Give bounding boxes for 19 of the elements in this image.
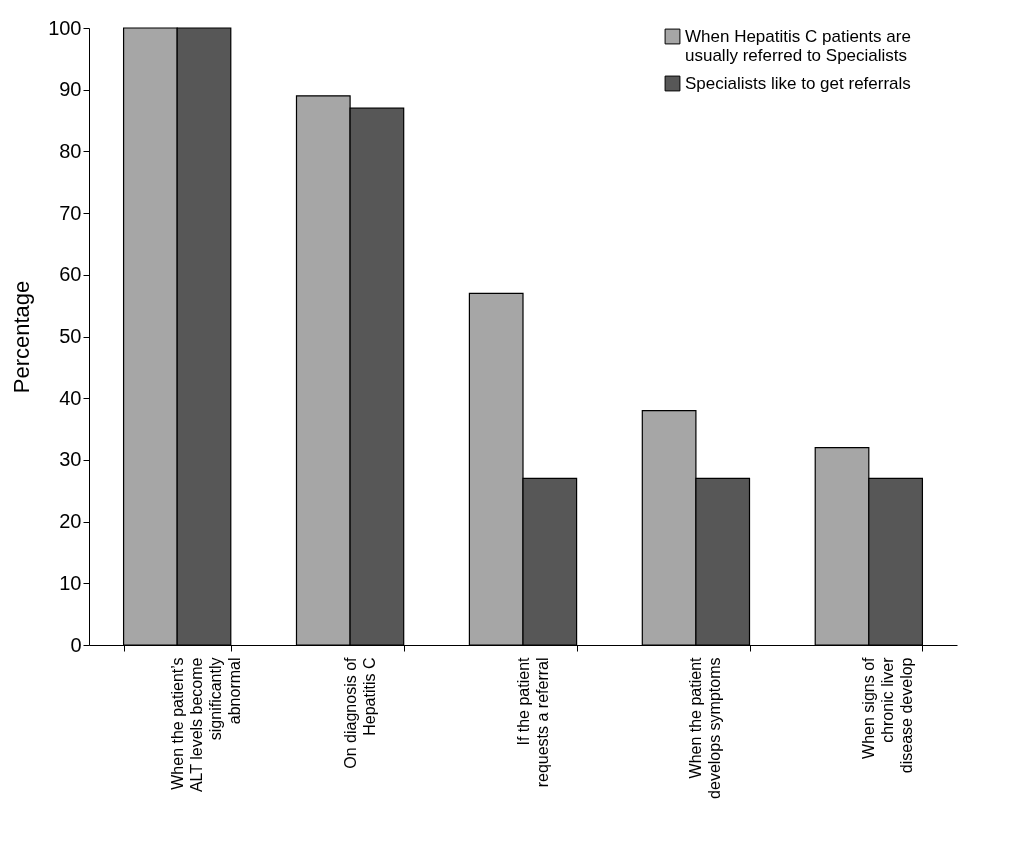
y-tick-label: 20	[59, 510, 82, 533]
x-tick-label: On diagnosis of Hepatitis C	[341, 656, 378, 769]
y-tick-label: 40	[59, 386, 82, 409]
legend-label: When Hepatitis C patients are usually referred to Specialists	[685, 26, 911, 65]
x-tick-label: When the patient develops symptoms	[687, 656, 724, 799]
y-tick-label: 30	[59, 448, 82, 471]
x-tick-label: If the patient requests a referral	[514, 656, 551, 788]
y-tick-label: 80	[59, 139, 82, 162]
y-tick-label: 10	[59, 571, 82, 594]
x-tick-label: When the patient’s ALT levels become significantly abnormal	[168, 657, 243, 793]
y-tick-label: 0	[70, 633, 82, 656]
legend-label: Specialists like to get referrals	[685, 73, 911, 93]
y-tick-label: 50	[59, 325, 82, 347]
y-tick-label: 90	[59, 78, 82, 101]
y-tick-label: 60	[59, 263, 82, 286]
y-axis-title: Percentage	[9, 280, 35, 394]
y-tick-label: 70	[59, 201, 82, 224]
y-tick-label: 100	[48, 16, 82, 39]
x-tick-label: When signs of chronic liver disease develop	[860, 656, 916, 774]
